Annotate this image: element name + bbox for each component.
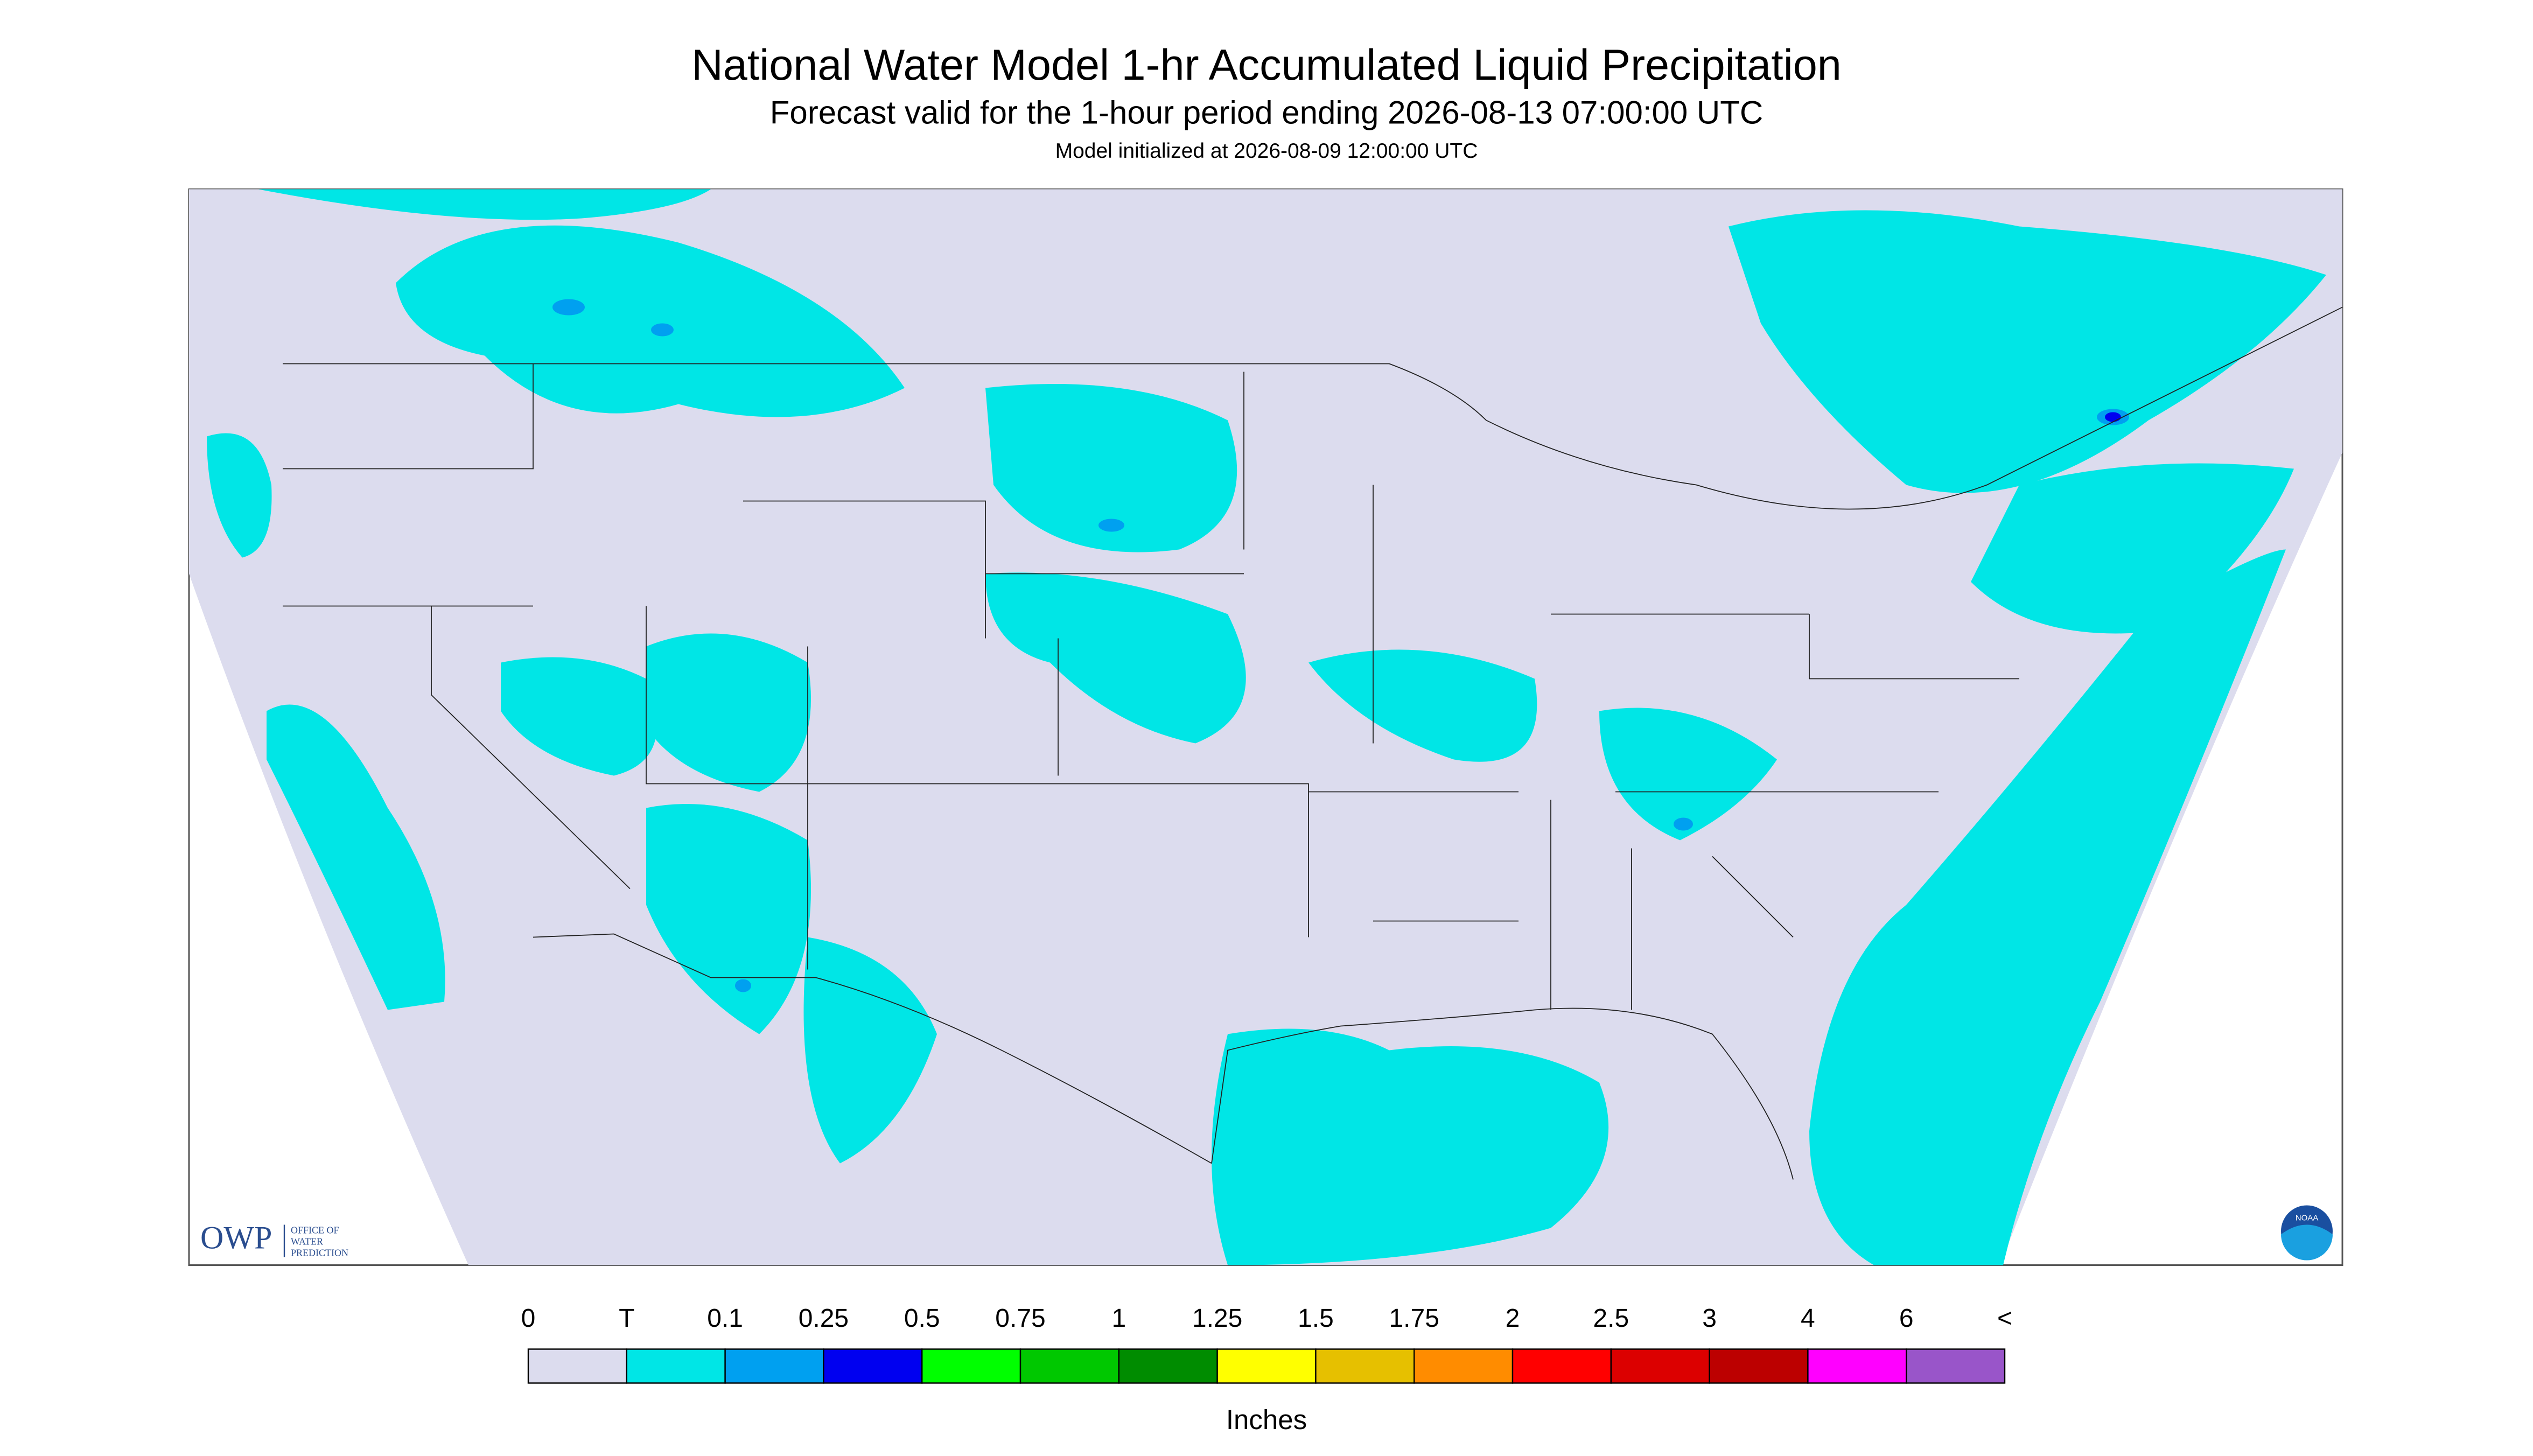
border bbox=[283, 363, 2019, 1010]
precip-core bbox=[2105, 412, 2121, 422]
map-panel: OWP OFFICE OF WATER PREDICTION NOAA bbox=[188, 188, 2343, 1266]
border bbox=[533, 933, 1794, 1180]
colorbar-swatch bbox=[527, 1348, 628, 1384]
colorbar-unit: Inches bbox=[1226, 1404, 1307, 1435]
colorbar-label: 6 bbox=[1899, 1304, 1914, 1333]
colorbar-label: 1.5 bbox=[1298, 1304, 1334, 1333]
noaa-text: NOAA bbox=[2296, 1213, 2319, 1222]
colorbar-swatch bbox=[921, 1348, 1021, 1384]
colorbar-swatch bbox=[1905, 1348, 2006, 1384]
colorbar-swatch bbox=[1414, 1348, 1514, 1384]
colorbar-swatch bbox=[724, 1348, 824, 1384]
colorbar-label: 1.25 bbox=[1192, 1304, 1242, 1333]
precip-core bbox=[1098, 519, 1124, 532]
precip bbox=[258, 189, 711, 220]
precip bbox=[1212, 1028, 1609, 1265]
precip bbox=[646, 633, 811, 792]
colorbar-swatch bbox=[626, 1348, 726, 1384]
precip bbox=[646, 804, 811, 1034]
colorbar-swatch bbox=[823, 1348, 923, 1384]
precip-core bbox=[552, 299, 585, 316]
colorbar-label: 0.25 bbox=[799, 1304, 849, 1333]
precip-core bbox=[651, 323, 674, 337]
colorbar-label: < bbox=[1997, 1304, 2012, 1333]
colorbar-swatch bbox=[1315, 1348, 1415, 1384]
colorbar-label: 0.1 bbox=[707, 1304, 743, 1333]
colorbar-label: 2.5 bbox=[1593, 1304, 1629, 1333]
colorbar-swatch bbox=[1216, 1348, 1317, 1384]
colorbar-label: T bbox=[619, 1304, 634, 1333]
precip bbox=[1971, 463, 2294, 634]
noaa-logo-wave bbox=[2281, 1224, 2333, 1261]
colorbar-swatch bbox=[1019, 1348, 1120, 1384]
precip bbox=[1809, 549, 2286, 1265]
colorbar-swatch bbox=[1610, 1348, 1710, 1384]
colorbar-label: 1 bbox=[1111, 1304, 1126, 1333]
init-note: Model initialized at 2026-08-09 12:00:00… bbox=[1055, 139, 1478, 163]
owp-office: WATER bbox=[291, 1236, 323, 1247]
precip-core bbox=[1674, 817, 1693, 831]
precip bbox=[1729, 210, 2326, 493]
precip bbox=[267, 704, 445, 1010]
subtitle: Forecast valid for the 1-hour period end… bbox=[770, 94, 1763, 130]
colorbar-swatch bbox=[1807, 1348, 1907, 1384]
precip bbox=[985, 384, 1237, 552]
precip bbox=[1309, 649, 1537, 762]
colorbar-label: 3 bbox=[1702, 1304, 1717, 1333]
precip-areas bbox=[207, 189, 2326, 1265]
colorbar-swatch bbox=[1118, 1348, 1218, 1384]
colorbar-label: 0 bbox=[521, 1304, 536, 1333]
precip bbox=[1599, 708, 1777, 841]
colorbar: 0 T 0.1 0.25 0.5 0.75 1 1.25 1.5 1.75 2 2.5 3 4 6 < bbox=[521, 1304, 2012, 1384]
heavier-precip bbox=[552, 299, 2129, 992]
colorbar-swatch bbox=[1512, 1348, 1612, 1384]
title: National Water Model 1-hr Accumulated Li… bbox=[691, 41, 1842, 89]
colorbar-label: 2 bbox=[1506, 1304, 1520, 1333]
colorbar-label: 1.75 bbox=[1389, 1304, 1439, 1333]
owp-office: OFFICE OF bbox=[291, 1225, 339, 1236]
border bbox=[283, 306, 2343, 510]
colorbar-label: 0.5 bbox=[904, 1304, 940, 1333]
precip bbox=[396, 225, 905, 417]
colorbar-swatch bbox=[1709, 1348, 1809, 1384]
precip bbox=[501, 657, 657, 776]
precip bbox=[803, 937, 937, 1164]
precip-core bbox=[735, 979, 751, 992]
boundaries bbox=[283, 306, 2343, 1180]
precip bbox=[207, 433, 272, 558]
owp-logo: OWP bbox=[200, 1220, 272, 1255]
owp-office: PREDICTION bbox=[291, 1248, 348, 1258]
colorbar-label: 4 bbox=[1801, 1304, 1815, 1333]
colorbar-label: 0.75 bbox=[995, 1304, 1045, 1333]
precip bbox=[985, 572, 1246, 744]
